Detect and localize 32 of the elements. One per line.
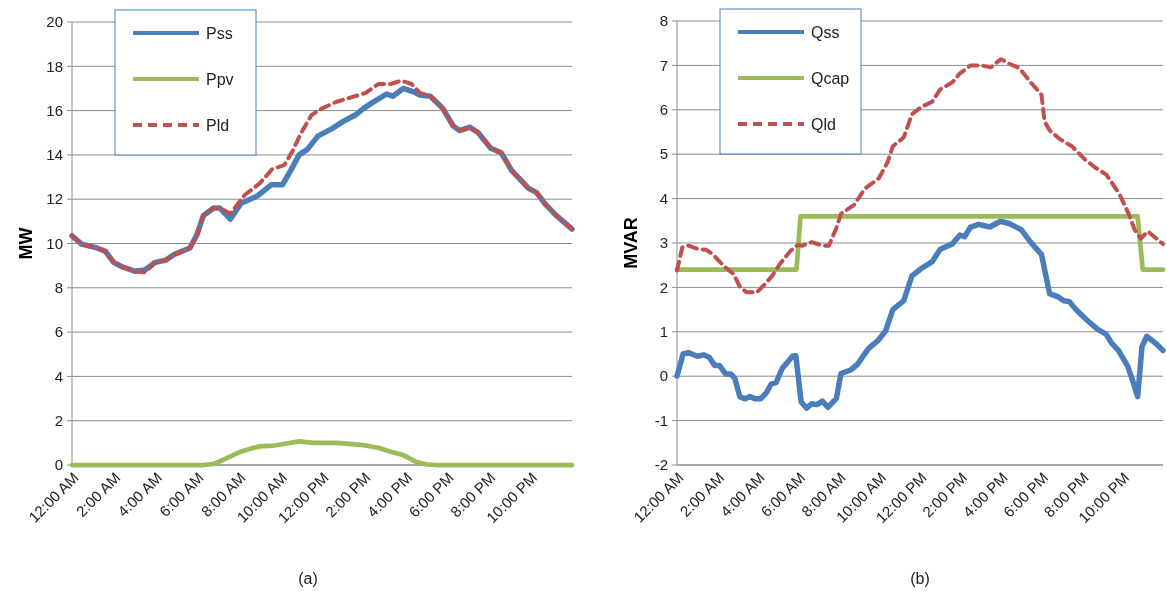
legend-label: Ppv — [206, 70, 234, 88]
y-axis-title: MVAR — [621, 217, 641, 269]
y-tick-label: 3 — [659, 234, 668, 252]
y-tick-label: 1 — [659, 323, 668, 341]
text: (b) — [910, 570, 930, 587]
y-tick-label: 12 — [46, 190, 63, 208]
y-tick-label: 6 — [659, 101, 668, 119]
y-tick-label: 8 — [659, 12, 668, 30]
y-tick-label: 20 — [46, 13, 63, 31]
y-tick-label: -2 — [654, 456, 668, 474]
y-tick-label: 2 — [659, 278, 668, 296]
y-tick-label: 0 — [54, 456, 63, 474]
legend-label: Qcap — [811, 69, 850, 87]
y-tick-label: 10 — [46, 234, 63, 252]
y-tick-label: 16 — [46, 101, 63, 119]
y-tick-label: 6 — [54, 323, 63, 341]
legend-label: Pld — [206, 116, 230, 134]
y-tick-label: 18 — [46, 57, 63, 75]
y-tick-label: 8 — [54, 279, 63, 297]
legend-label: Pss — [206, 24, 233, 42]
y-tick-label: -1 — [654, 411, 668, 429]
y-tick-label: 2 — [54, 411, 63, 429]
y-tick-label: 0 — [659, 367, 668, 385]
y-tick-label: 14 — [46, 146, 63, 164]
legend-label: Qld — [811, 115, 836, 133]
text: (a) — [298, 570, 318, 587]
y-tick-label: 4 — [659, 189, 668, 207]
y-axis-title: MW — [16, 227, 36, 260]
legend-label: Qss — [811, 23, 840, 41]
y-tick-label: 4 — [54, 367, 63, 385]
y-tick-label: 7 — [659, 56, 668, 74]
y-tick-label: 5 — [659, 145, 668, 163]
